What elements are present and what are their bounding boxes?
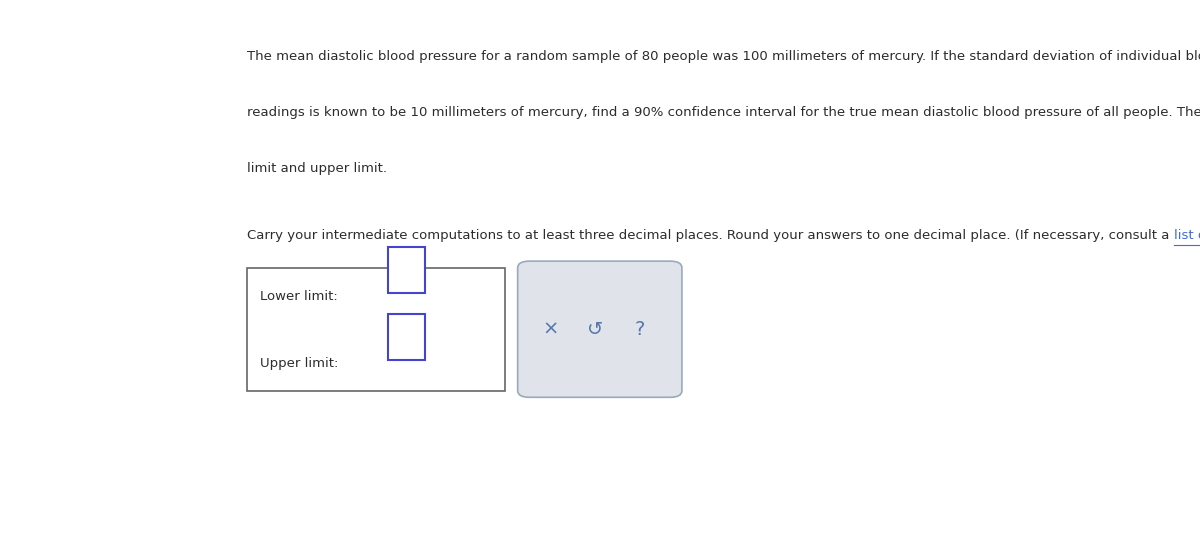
Text: limit and upper limit.: limit and upper limit.: [247, 162, 388, 175]
Text: list of formulas: list of formulas: [1174, 229, 1200, 242]
FancyBboxPatch shape: [389, 247, 425, 293]
Text: Carry your intermediate computations to at least three decimal places. Round you: Carry your intermediate computations to …: [247, 229, 1174, 242]
Text: Lower limit:: Lower limit:: [260, 290, 338, 303]
FancyBboxPatch shape: [517, 261, 682, 397]
FancyBboxPatch shape: [389, 314, 425, 360]
Text: Upper limit:: Upper limit:: [260, 357, 338, 370]
Text: readings is known to be 10 millimeters of mercury, find a 90% confidence interva: readings is known to be 10 millimeters o…: [247, 106, 1200, 119]
Text: The mean diastolic blood pressure for a random sample of 80 people was 100 milli: The mean diastolic blood pressure for a …: [247, 50, 1200, 63]
Text: ↺: ↺: [587, 320, 604, 339]
FancyBboxPatch shape: [247, 268, 505, 391]
Text: ×: ×: [542, 320, 559, 339]
Text: ?: ?: [635, 320, 646, 339]
